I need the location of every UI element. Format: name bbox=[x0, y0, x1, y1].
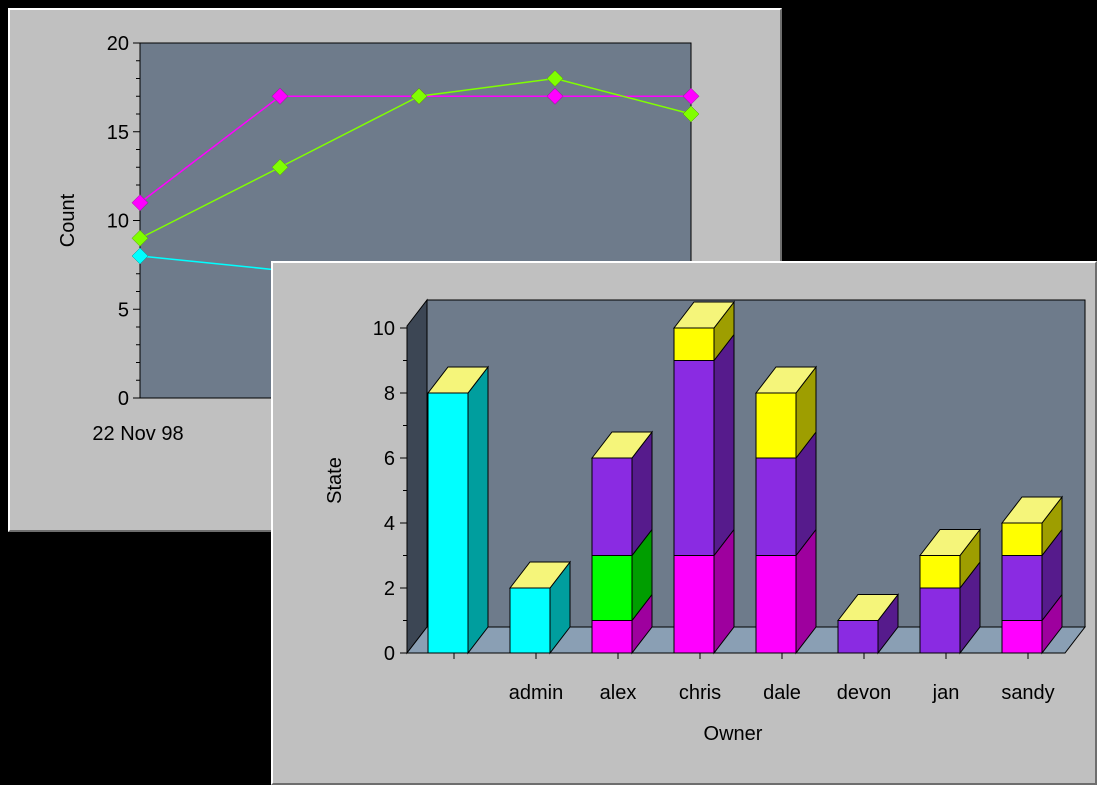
bar-top bbox=[508, 561, 572, 589]
bar-chart-window: 0 2 4 6 8 10 admin alex chris dale devon jan sandy … bbox=[271, 261, 1097, 785]
x-axis-title: Owner bbox=[704, 723, 763, 745]
data-point bbox=[131, 194, 149, 212]
bar-top bbox=[590, 431, 654, 459]
data-point bbox=[410, 87, 428, 105]
bar-segment bbox=[591, 555, 633, 621]
bar-segment bbox=[919, 587, 961, 654]
bar-top bbox=[672, 301, 736, 329]
data-point bbox=[682, 105, 700, 123]
y-tick-label: 20 bbox=[107, 33, 129, 55]
y-tick-label: 10 bbox=[107, 211, 129, 233]
x-tick-label: sandy bbox=[1001, 682, 1054, 704]
bar-segment bbox=[591, 620, 633, 654]
y-tick-label: 4 bbox=[384, 513, 395, 535]
data-point bbox=[682, 87, 700, 105]
bar-segment bbox=[1001, 555, 1043, 621]
bar-segment bbox=[919, 555, 961, 589]
bar-segment bbox=[509, 587, 551, 654]
y-tick-label: 15 bbox=[107, 122, 129, 144]
x-tick-label: 22 Nov 98 bbox=[92, 423, 183, 445]
bar-segment bbox=[673, 360, 715, 556]
bar-segment bbox=[837, 620, 879, 654]
bar-segment bbox=[673, 555, 715, 654]
bar-segment bbox=[755, 555, 797, 654]
y-tick-label: 0 bbox=[384, 643, 395, 665]
y-axis-title: Count bbox=[57, 193, 79, 247]
x-tick-label: chris bbox=[679, 682, 721, 704]
bar-top bbox=[836, 594, 900, 621]
bar-segment bbox=[755, 392, 797, 459]
x-tick-label: jan bbox=[932, 682, 960, 704]
y-axis-title: State bbox=[324, 457, 346, 504]
y-tick-label: 0 bbox=[118, 388, 129, 410]
series-line bbox=[139, 255, 281, 271]
bar-segment-side bbox=[713, 333, 735, 557]
y-tick-label: 2 bbox=[384, 578, 395, 600]
x-tick-label: devon bbox=[837, 682, 892, 704]
x-tick-label: alex bbox=[600, 682, 637, 704]
bar-segment bbox=[427, 392, 469, 654]
bar-segment-side bbox=[467, 365, 489, 655]
bar-segment bbox=[755, 457, 797, 556]
data-point bbox=[546, 70, 564, 87]
x-tick-label: admin bbox=[509, 682, 563, 704]
side-wall bbox=[406, 298, 428, 655]
data-point bbox=[271, 87, 289, 105]
data-point bbox=[271, 158, 289, 176]
y-tick-label: 10 bbox=[373, 318, 395, 340]
x-tick-label: dale bbox=[763, 682, 801, 704]
bar-top bbox=[426, 366, 490, 394]
bar-segment bbox=[591, 457, 633, 556]
data-point bbox=[131, 247, 149, 265]
bar-segment bbox=[1001, 620, 1043, 654]
y-tick-label: 8 bbox=[384, 383, 395, 405]
bar-top bbox=[918, 529, 982, 556]
bar-top bbox=[1000, 496, 1064, 524]
bar-segment bbox=[673, 327, 715, 361]
floor bbox=[405, 626, 1087, 654]
data-point bbox=[546, 87, 564, 105]
y-tick-label: 6 bbox=[384, 448, 395, 470]
bar-top bbox=[754, 366, 818, 394]
data-point bbox=[131, 229, 149, 247]
bar-segment bbox=[1001, 522, 1043, 556]
y-tick-label: 5 bbox=[118, 299, 129, 321]
